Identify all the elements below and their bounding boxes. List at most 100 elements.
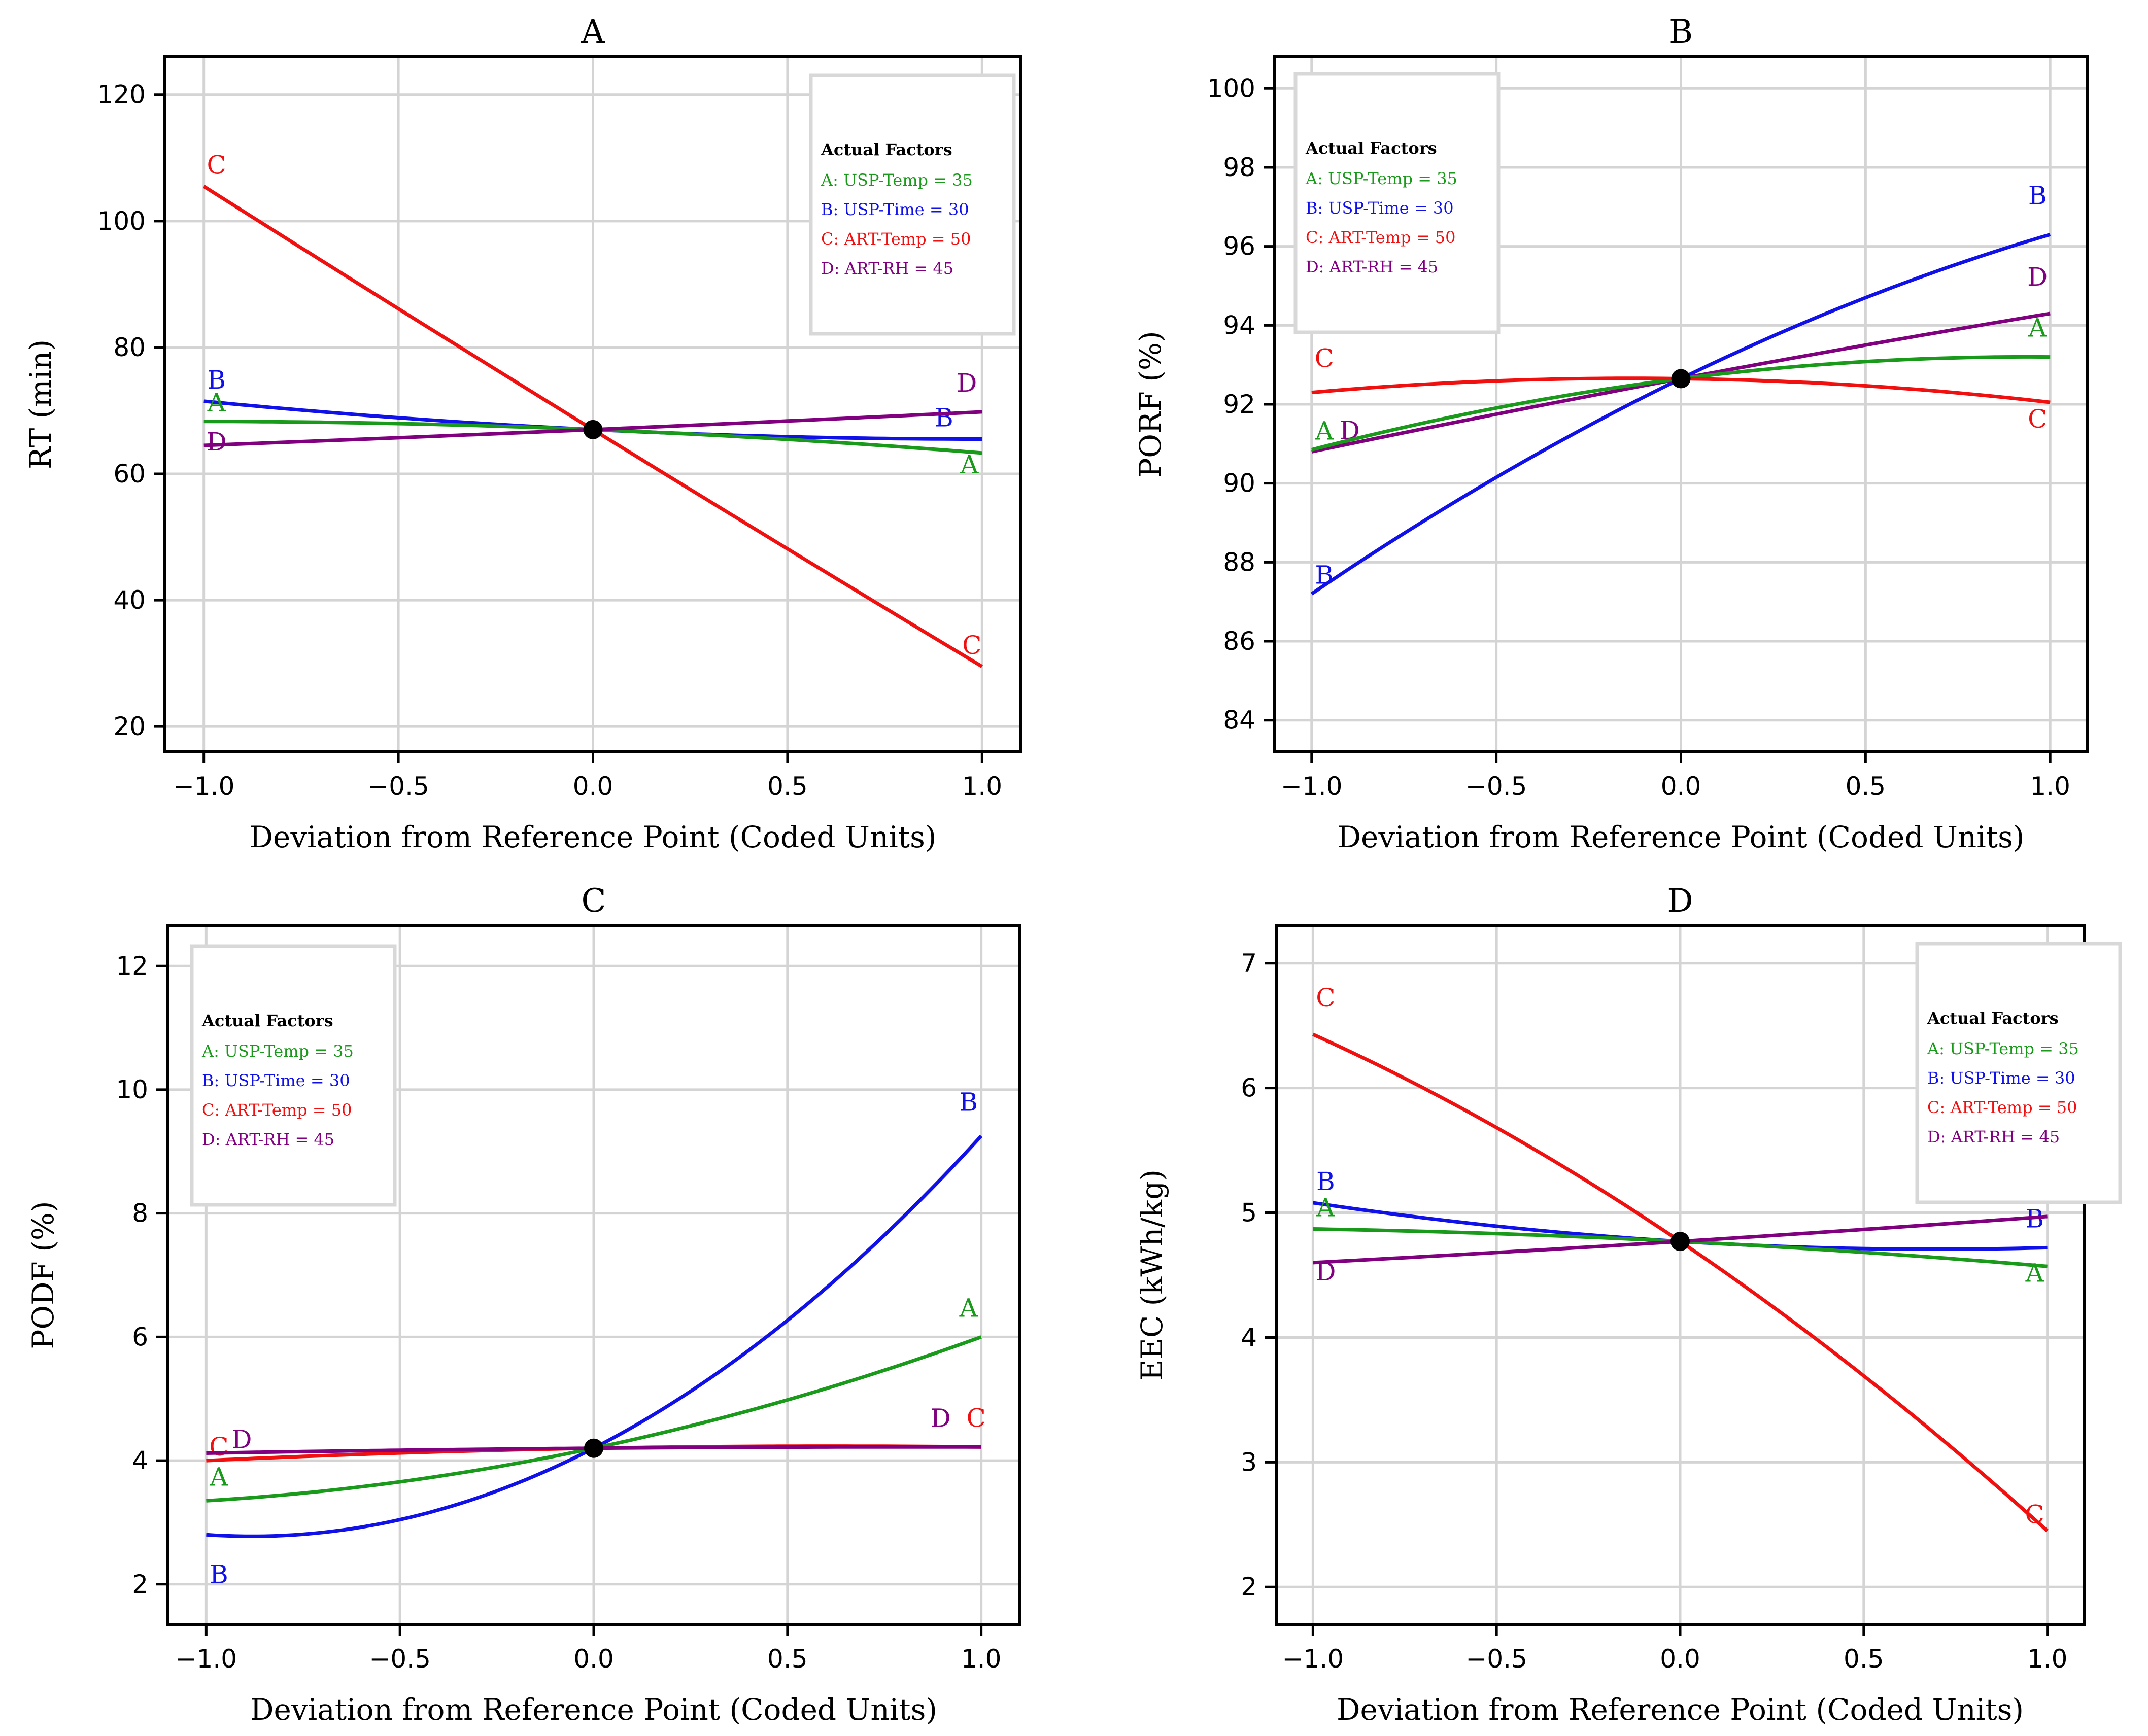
x-axis-label: Deviation from Reference Point (Coded Un… xyxy=(1337,1692,2024,1727)
panel-title: B xyxy=(1669,13,1693,51)
legend-title: Actual Factors xyxy=(1927,1009,2059,1028)
y-tick-label: 84 xyxy=(1223,706,1255,735)
chart-panel-A: −1.0 −0.5 0.0 0.5 1.0 20 40 60 80 100 120 A Deviatio… xyxy=(23,13,1022,854)
legend-item-C: C: ART-Temp = 50 xyxy=(1927,1098,2077,1117)
y-tick-label: 60 xyxy=(113,459,146,489)
chart-panel-C: −1.0 −0.5 0.0 0.5 1.0 2 4 6 8 10 12 C Deviation from… xyxy=(26,882,1021,1727)
x-tick-label: 0.5 xyxy=(767,1644,808,1674)
legend-item-D: D: ART-RH = 45 xyxy=(202,1130,334,1149)
legend-item-D: D: ART-RH = 45 xyxy=(1927,1127,2060,1147)
series-label-B-right: B xyxy=(935,403,953,433)
y-tick-label: 96 xyxy=(1223,232,1255,261)
chart-panel-B: −1.0 −0.5 0.0 0.5 1.0 84 86 88 90 92 94 96 98 100 B Dev… xyxy=(1133,13,2089,854)
series-label-D-right: D xyxy=(2027,262,2048,292)
x-tick-label: 0.0 xyxy=(1660,1644,1700,1674)
y-tick-label: 3 xyxy=(1241,1447,1257,1477)
legend-box: Actual Factors A: USP-Temp = 35 B: USP-Tim… xyxy=(190,944,397,1207)
x-tick-label: −1.0 xyxy=(1281,772,1342,801)
legend-item-B: B: USP-Time = 30 xyxy=(1927,1068,2075,1088)
y-tick-label: 2 xyxy=(132,1570,148,1599)
legend-box: Actual Factors A: USP-Temp = 35 B: USP-Tim… xyxy=(1293,72,1501,334)
legend-item-B: B: USP-Time = 30 xyxy=(821,200,969,219)
panel-title: A xyxy=(581,13,605,51)
y-axis-label: RT (min) xyxy=(23,339,58,469)
legend-title: Actual Factors xyxy=(201,1011,333,1030)
legend-item-A: A: USP-Temp = 35 xyxy=(201,1041,354,1061)
series-label-A-left: A xyxy=(209,1462,228,1491)
legend-item-D: D: ART-RH = 45 xyxy=(821,259,953,278)
series-label-B-left: B xyxy=(207,365,226,395)
y-tick-label: 94 xyxy=(1223,310,1255,340)
series-label-C-left: C xyxy=(1315,344,1334,373)
legend-frame xyxy=(1915,942,2122,1204)
legend-title: Actual Factors xyxy=(821,140,952,159)
legend-frame xyxy=(190,944,397,1207)
legend-item-B: B: USP-Time = 30 xyxy=(1306,198,1454,218)
series-label-A-left: A xyxy=(207,388,226,418)
y-tick-label: 80 xyxy=(113,333,146,362)
legend-item-C: C: ART-Temp = 50 xyxy=(1306,228,1455,247)
y-tick-label: 100 xyxy=(97,206,146,236)
x-tick-label: 0.0 xyxy=(573,1644,614,1674)
x-tick-label: −0.5 xyxy=(367,772,429,801)
legend-item-C: C: ART-Temp = 50 xyxy=(202,1100,352,1120)
panel-title: C xyxy=(582,882,606,920)
x-axis-label: Deviation from Reference Point (Coded Un… xyxy=(250,820,937,854)
series-label-C-left: C xyxy=(1316,983,1335,1013)
series-label-B-left: B xyxy=(1316,1167,1335,1196)
x-tick-label: −1.0 xyxy=(176,1644,237,1674)
legend-item-B: B: USP-Time = 30 xyxy=(202,1071,350,1090)
series-label-B-left: B xyxy=(210,1559,228,1589)
series-label-C-left: C xyxy=(207,150,226,180)
reference-point xyxy=(584,1438,603,1458)
series-label-C-left: C xyxy=(209,1432,228,1462)
reference-point xyxy=(1671,369,1691,389)
y-tick-label: 40 xyxy=(113,585,146,615)
y-tick-label: 7 xyxy=(1241,949,1257,978)
x-tick-label: 1.0 xyxy=(961,1644,1002,1674)
legend-box: Actual Factors A: USP-Temp = 35 B: USP-Tim… xyxy=(1915,942,2122,1204)
x-tick-label: 0.5 xyxy=(1844,1644,1884,1674)
y-tick-label: 2 xyxy=(1241,1572,1257,1602)
x-tick-label: 1.0 xyxy=(2030,772,2070,801)
x-tick-label: 1.0 xyxy=(962,772,1003,801)
legend-box: Actual Factors A: USP-Temp = 35 B: USP-Tim… xyxy=(809,73,1016,336)
y-tick-label: 12 xyxy=(116,951,148,981)
legend-item-D: D: ART-RH = 45 xyxy=(1306,257,1438,276)
legend-item-C: C: ART-Temp = 50 xyxy=(821,229,971,249)
panel-title: D xyxy=(1667,882,1693,920)
series-label-C-right: C xyxy=(2025,1500,2044,1530)
series-label-B-right: B xyxy=(2028,181,2047,210)
y-axis-label: PODF (%) xyxy=(26,1201,60,1349)
y-tick-label: 4 xyxy=(132,1446,148,1475)
legend-item-A: A: USP-Temp = 35 xyxy=(1305,169,1457,188)
series-label-B-right: B xyxy=(959,1087,978,1117)
x-axis-label: Deviation from Reference Point (Coded Un… xyxy=(1338,820,2025,854)
x-tick-label: −1.0 xyxy=(1282,1644,1344,1674)
y-tick-label: 120 xyxy=(97,80,146,110)
legend-title: Actual Factors xyxy=(1305,138,1437,158)
series-label-C-right: C xyxy=(2028,404,2047,434)
y-tick-label: 98 xyxy=(1223,153,1255,182)
series-label-D-right: D xyxy=(931,1403,951,1433)
y-tick-label: 20 xyxy=(113,712,146,741)
y-tick-label: 6 xyxy=(1241,1073,1257,1103)
chart-panel-D: −1.0 −0.5 0.0 0.5 1.0 2 3 4 5 6 7 D Deviation from R… xyxy=(1135,882,2122,1727)
series-label-A-left: A xyxy=(1315,416,1334,446)
x-tick-label: 1.0 xyxy=(2027,1644,2068,1674)
reference-point xyxy=(1670,1232,1690,1252)
y-tick-label: 100 xyxy=(1207,74,1255,103)
y-axis-label: PORF (%) xyxy=(1133,331,1168,477)
x-tick-label: 0.5 xyxy=(1846,772,1886,801)
y-tick-label: 92 xyxy=(1223,390,1255,419)
x-tick-label: −0.5 xyxy=(369,1644,430,1674)
y-tick-label: 86 xyxy=(1223,627,1255,656)
legend-frame xyxy=(809,73,1016,336)
y-tick-label: 5 xyxy=(1241,1198,1257,1228)
x-tick-label: 0.0 xyxy=(573,772,613,801)
reference-point xyxy=(583,420,603,439)
series-label-D-left: D xyxy=(1315,1257,1336,1287)
series-label-D-right: D xyxy=(957,368,977,398)
x-tick-label: 0.5 xyxy=(767,772,808,801)
